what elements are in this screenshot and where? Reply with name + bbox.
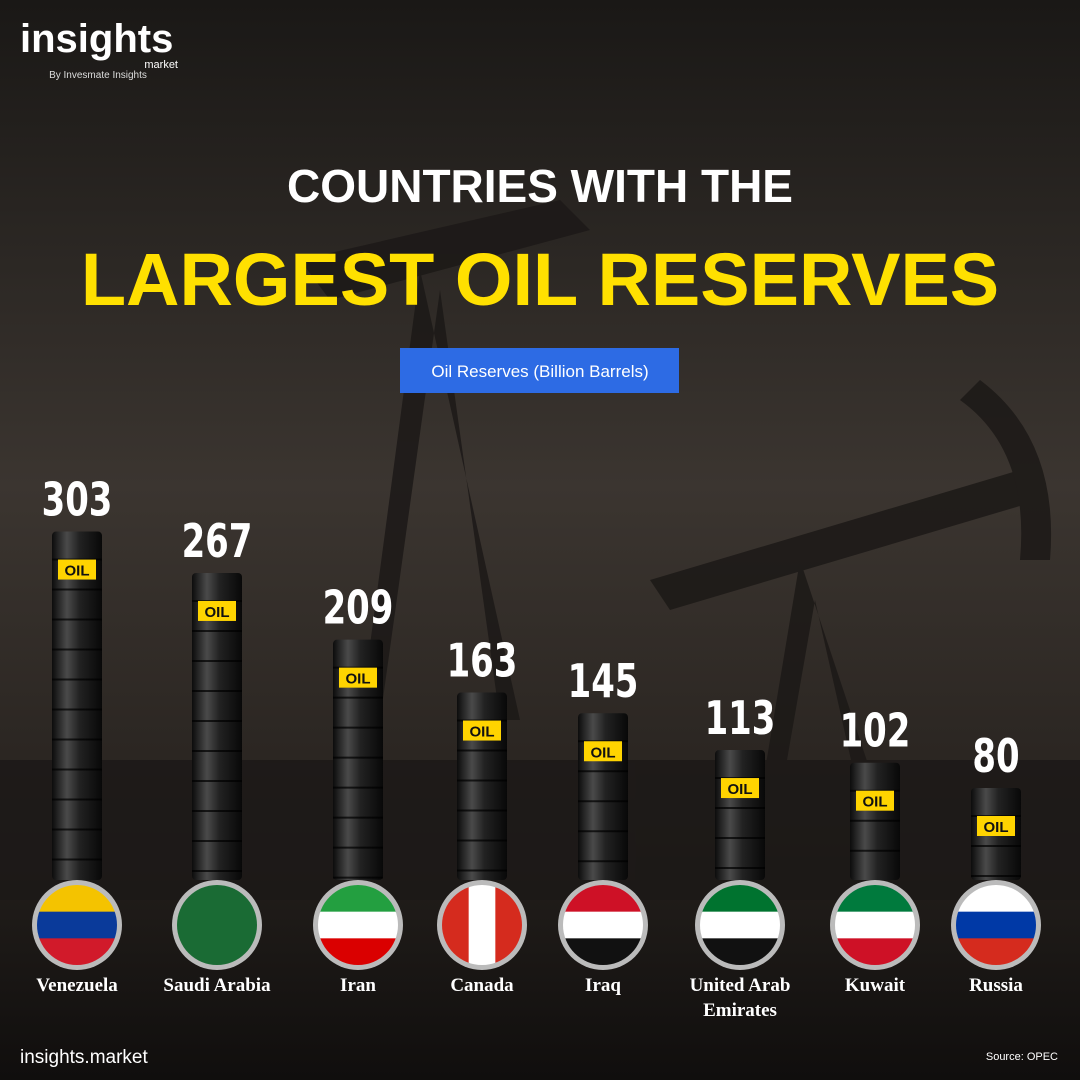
barrel-label: OIL bbox=[728, 781, 753, 798]
flag-stripe bbox=[177, 885, 257, 965]
flag-stripe bbox=[318, 911, 398, 940]
value-label: 145 bbox=[568, 655, 639, 709]
logo-sub: market bbox=[144, 59, 178, 71]
barrel-label: OIL bbox=[346, 671, 371, 688]
footer-source: Source: OPEC bbox=[986, 1051, 1058, 1063]
barrel-label-box bbox=[584, 741, 622, 762]
flag-stripe bbox=[468, 885, 497, 965]
logo: insights bbox=[20, 17, 173, 61]
category-label: Iraq bbox=[585, 975, 621, 996]
title: COUNTRIES WITH THE bbox=[287, 160, 793, 212]
category-label: United Arab Emirates bbox=[689, 975, 791, 1021]
barrel-label: OIL bbox=[863, 794, 888, 811]
subtitle: LARGEST OIL RESERVES bbox=[81, 238, 999, 321]
barrel-label-box bbox=[198, 600, 236, 621]
barrel-label-box bbox=[856, 790, 894, 811]
value-label: 209 bbox=[323, 581, 394, 635]
barrel-label-box bbox=[463, 720, 501, 741]
barrel-stack: OIL bbox=[457, 692, 507, 880]
footer-site: insights.market bbox=[20, 1047, 148, 1068]
barrel-stack: OIL bbox=[192, 572, 242, 880]
category-label: Venezuela bbox=[36, 975, 118, 996]
barrel-label: OIL bbox=[205, 604, 230, 621]
flag bbox=[177, 885, 257, 965]
value-label: 80 bbox=[972, 729, 1019, 783]
value-label: 113 bbox=[705, 691, 776, 745]
logo-tagline: By Invesmate Insights bbox=[49, 70, 147, 81]
barrel-stack: OIL bbox=[715, 750, 765, 880]
barrel-label: OIL bbox=[65, 563, 90, 580]
barrel-label-box bbox=[977, 816, 1015, 836]
barrel-stack: OIL bbox=[971, 788, 1021, 880]
value-label: 303 bbox=[42, 473, 113, 527]
barrel-label: OIL bbox=[591, 744, 616, 761]
barrel-label-box bbox=[721, 778, 759, 799]
flag-stripe bbox=[835, 911, 915, 940]
barrel-label: OIL bbox=[470, 724, 495, 741]
legend-label: Oil Reserves (Billion Barrels) bbox=[431, 362, 648, 381]
category-label: Kuwait bbox=[844, 975, 906, 996]
legend-box bbox=[400, 348, 679, 393]
bar bbox=[52, 531, 102, 880]
bar bbox=[192, 572, 242, 880]
barrel-label-box bbox=[58, 559, 96, 580]
barrel-label: OIL bbox=[984, 819, 1009, 836]
flag-stripe bbox=[956, 911, 1036, 940]
category-label: Canada bbox=[450, 975, 514, 996]
bar bbox=[715, 750, 765, 880]
flag bbox=[700, 885, 780, 965]
value-label: 163 bbox=[447, 634, 518, 688]
flag-stripe bbox=[700, 911, 780, 940]
barrel-stack: OIL bbox=[333, 639, 383, 880]
value-label: 102 bbox=[840, 704, 911, 758]
barrel-label-box bbox=[339, 667, 377, 688]
category-label: Iran bbox=[340, 975, 376, 996]
flag-stripe bbox=[37, 911, 117, 940]
flag-stripe bbox=[563, 911, 643, 940]
bar bbox=[578, 713, 628, 880]
category-label: Saudi Arabia bbox=[163, 975, 271, 996]
barrel-stack: OIL bbox=[578, 713, 628, 880]
barrel-stack: OIL bbox=[850, 762, 900, 880]
category-label: Russia bbox=[969, 975, 1023, 996]
barrel-stack: OIL bbox=[52, 531, 102, 880]
value-label: 267 bbox=[182, 514, 253, 568]
bar bbox=[333, 639, 383, 880]
